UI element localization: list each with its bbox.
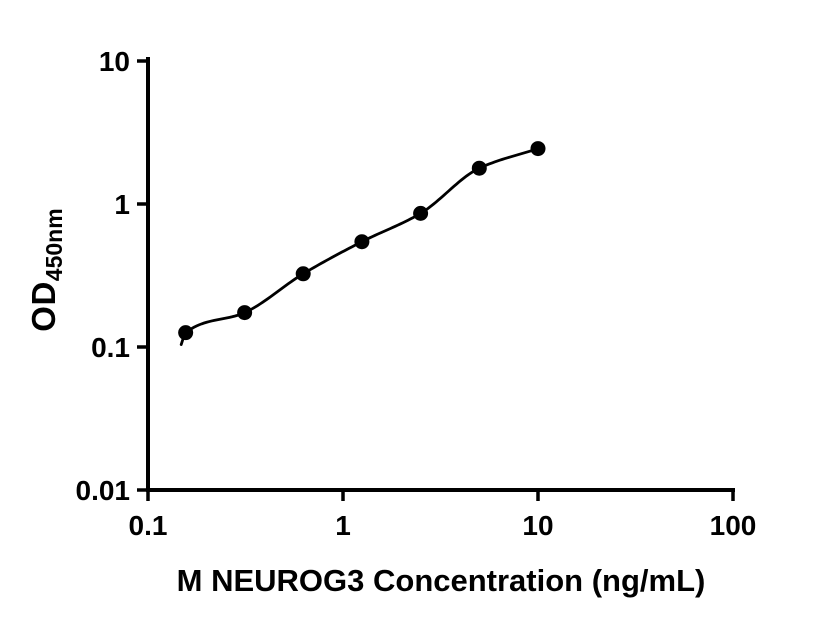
data-point [237,305,253,321]
data-point [413,205,429,221]
x-axis-tick-label: 10 [522,510,553,541]
axis-frame [146,57,735,492]
data-point [471,160,487,176]
data-point [178,325,194,341]
y-axis-tick-label: 1 [114,189,130,220]
data-point [530,141,546,157]
y-axis-tick-label: 10 [99,46,130,77]
y-axis-tick-label: 0.1 [91,332,130,363]
x-axis-title: M NEUROG3 Concentration (ng/mL) [176,563,706,598]
data-point [295,266,311,282]
data-point [354,234,370,250]
y-axis-title-main: OD [25,281,62,332]
y-axis-title-subscript: 450nm [41,208,67,282]
x-axis-tick-label: 1 [335,510,351,541]
y-axis-title: OD450nm [25,208,67,332]
x-axis-tick-label: 0.1 [129,510,168,541]
y-axis-tick-label: 0.01 [76,475,131,506]
x-axis-tick-label: 100 [710,510,757,541]
